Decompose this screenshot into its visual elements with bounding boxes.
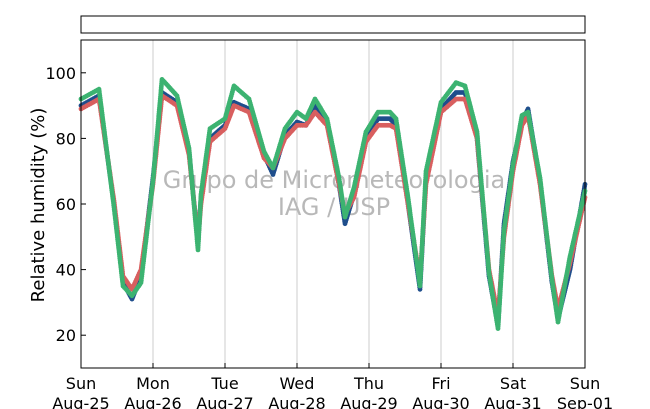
legend-box [80, 15, 586, 34]
x-tick-label-day: Sun [570, 374, 600, 393]
grid-lines [152, 40, 514, 368]
x-tick-label-date: Aug-30 [412, 394, 469, 409]
x-tick-label-date: Aug-29 [340, 394, 397, 409]
x-tick-label-day: Tue [210, 374, 238, 393]
x-tick-label-day: Fri [431, 374, 450, 393]
x-tick-label-date: Aug-27 [196, 394, 253, 409]
y-axis-label: Relative humidity (%) [28, 108, 49, 303]
axis-ticks: SunAug-25MonAug-26TueAug-27WedAug-28ThuA… [45, 64, 613, 409]
y-tick-label: 100 [45, 64, 76, 83]
data-series [78, 77, 588, 331]
x-tick-label-date: Aug-31 [484, 394, 541, 409]
watermark-line-2: IAG / USP [278, 193, 390, 221]
y-tick-label: 40 [56, 261, 76, 280]
y-tick-label: 60 [56, 195, 76, 214]
y-tick-label: 20 [56, 326, 76, 345]
x-tick-label-day: Wed [280, 374, 315, 393]
x-tick-label-day: Mon [136, 374, 170, 393]
x-tick-label-day: Sun [66, 374, 96, 393]
series-2 [78, 77, 588, 331]
x-tick-label-day: Sat [500, 374, 526, 393]
y-tick-label: 80 [56, 129, 76, 148]
x-tick-label-date: Aug-26 [124, 394, 181, 409]
x-tick-label-date: Aug-25 [52, 394, 109, 409]
x-tick-label-date: Aug-28 [268, 394, 325, 409]
x-tick-label-day: Thu [353, 374, 384, 393]
x-tick-label-date: Sep-01 [557, 394, 613, 409]
